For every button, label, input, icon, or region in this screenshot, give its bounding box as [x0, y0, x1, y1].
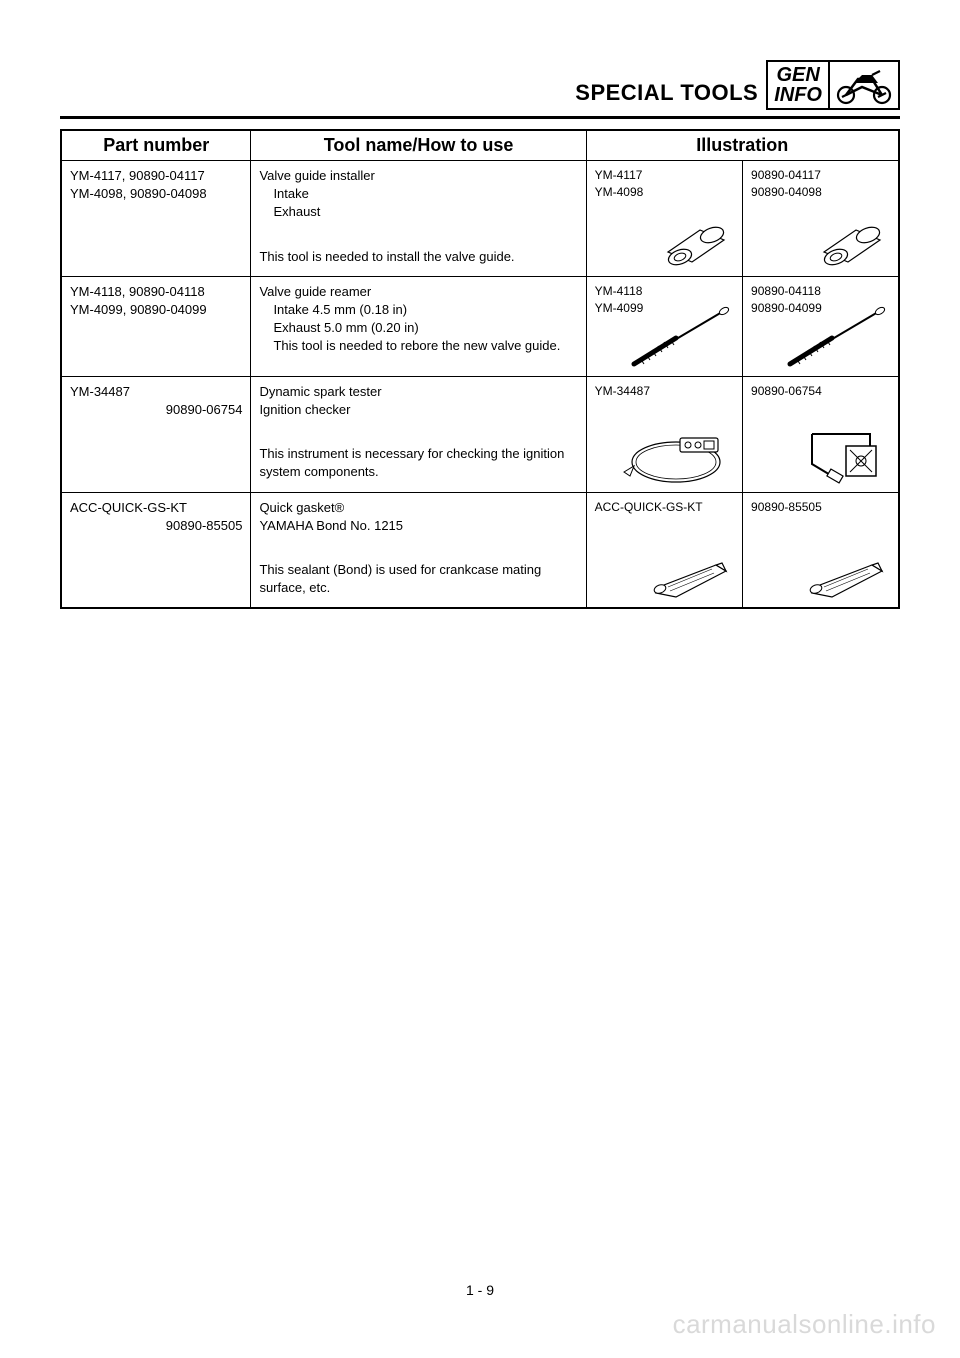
tool-desc: This sealant (Bond) is used for crankcas… — [259, 561, 577, 597]
part-number-cell: YM-4118, 90890-04118 YM-4099, 90890-0409… — [61, 276, 251, 376]
col-illustration: Illustration — [586, 130, 899, 161]
tool-sub: Intake 4.5 mm (0.18 in) — [259, 301, 577, 319]
part-number-cell: YM-4117, 90890-04117 YM-4098, 90890-0409… — [61, 161, 251, 277]
tool-name-cell: Quick gasket® YAMAHA Bond No. 1215 This … — [251, 492, 586, 608]
table-row: ACC-QUICK-GS-KT 90890-85505 Quick gasket… — [61, 492, 899, 608]
special-tools-table: Part number Tool name/How to use Illustr… — [60, 129, 900, 609]
illustration-cell: 90890-06754 — [743, 376, 899, 492]
part-line-right: 90890-06754 — [70, 401, 242, 419]
reamer-icon — [626, 302, 736, 372]
tool-sub: Ignition checker — [259, 402, 350, 417]
motorcycle-icon — [832, 65, 896, 105]
col-tool-name: Tool name/How to use — [251, 130, 586, 161]
tool-desc: This instrument is necessary for checkin… — [259, 445, 577, 481]
cylinder-icon — [812, 216, 892, 272]
gasket-tube-icon — [646, 553, 736, 603]
ill-label: ACC-QUICK-GS-KT — [595, 499, 734, 516]
ill-label: 90890-85505 — [751, 499, 890, 516]
tool-sub: Intake — [259, 185, 577, 203]
part-line: YM-4117, 90890-04117 — [70, 168, 205, 183]
tool-title: Dynamic spark tester — [259, 384, 381, 399]
page-header: SPECIAL TOOLS GEN INFO — [60, 60, 900, 110]
page-number: 1 - 9 — [0, 1282, 960, 1298]
badge-line1: GEN — [776, 64, 819, 86]
gasket-tube-icon — [802, 553, 892, 603]
part-line: ACC-QUICK-GS-KT — [70, 500, 187, 515]
tool-desc: This tool is needed to install the valve… — [259, 248, 577, 266]
tool-name-cell: Dynamic spark tester Ignition checker Th… — [251, 376, 586, 492]
part-line: YM-34487 — [70, 384, 130, 399]
part-line: YM-4099, 90890-04099 — [70, 302, 207, 317]
table-header-row: Part number Tool name/How to use Illustr… — [61, 130, 899, 161]
col-part-number: Part number — [61, 130, 251, 161]
part-number-cell: ACC-QUICK-GS-KT 90890-85505 — [61, 492, 251, 608]
tool-title: Quick gasket® — [259, 500, 344, 515]
ill-label: 90890-04117 90890-04098 — [751, 167, 890, 201]
illustration-cell: YM-4118 YM-4099 — [586, 276, 742, 376]
illustration-cell: YM-34487 — [586, 376, 742, 492]
ill-label: YM-4117 YM-4098 — [595, 167, 734, 201]
ill-label: YM-34487 — [595, 383, 734, 400]
spark-tester-icon — [616, 418, 736, 488]
tool-title: Valve guide installer — [259, 168, 374, 183]
ill-label: 90890-06754 — [751, 383, 890, 400]
tool-name-cell: Valve guide installer Intake Exhaust Thi… — [251, 161, 586, 277]
tool-sub: Exhaust — [259, 203, 577, 221]
chapter-badge: GEN INFO — [766, 60, 900, 110]
illustration-cell: 90890-04118 90890-04099 — [743, 276, 899, 376]
illustration-cell: YM-4117 YM-4098 — [586, 161, 742, 277]
part-line: YM-4118, 90890-04118 — [70, 284, 205, 299]
watermark: carmanualsonline.info — [673, 1309, 936, 1340]
tool-sub: YAMAHA Bond No. 1215 — [259, 518, 403, 533]
header-rule — [60, 116, 900, 119]
part-line-right: 90890-85505 — [70, 517, 242, 535]
badge-text: GEN INFO — [768, 63, 828, 107]
illustration-cell: 90890-85505 — [743, 492, 899, 608]
illustration-cell: ACC-QUICK-GS-KT — [586, 492, 742, 608]
part-number-cell: YM-34487 90890-06754 — [61, 376, 251, 492]
tool-desc: This tool is needed to rebore the new va… — [259, 337, 577, 355]
tool-name-cell: Valve guide reamer Intake 4.5 mm (0.18 i… — [251, 276, 586, 376]
cylinder-icon — [656, 216, 736, 272]
illustration-cell: 90890-04117 90890-04098 — [743, 161, 899, 277]
badge-text-cell: GEN INFO — [768, 62, 828, 108]
table-row: YM-4117, 90890-04117 YM-4098, 90890-0409… — [61, 161, 899, 277]
table-row: YM-4118, 90890-04118 YM-4099, 90890-0409… — [61, 276, 899, 376]
badge-line2: INFO — [774, 84, 822, 106]
part-line: YM-4098, 90890-04098 — [70, 186, 207, 201]
reamer-icon — [782, 302, 892, 372]
tool-sub: Exhaust 5.0 mm (0.20 in) — [259, 319, 577, 337]
section-title: SPECIAL TOOLS — [575, 80, 758, 110]
ignition-checker-icon — [792, 418, 892, 488]
badge-icon-cell — [828, 62, 898, 108]
table-row: YM-34487 90890-06754 Dynamic spark teste… — [61, 376, 899, 492]
tool-title: Valve guide reamer — [259, 284, 371, 299]
